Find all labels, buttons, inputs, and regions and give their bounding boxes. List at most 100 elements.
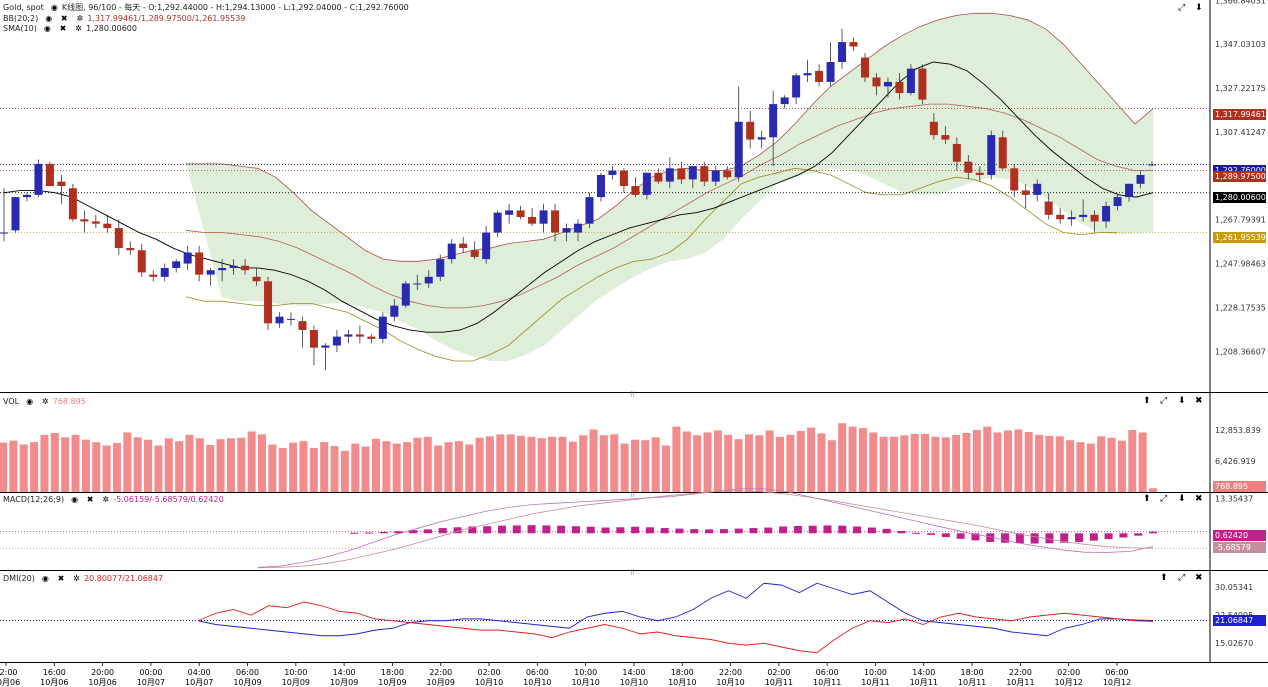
candle-body — [45, 163, 54, 187]
x-axis-date: 10月06 — [0, 678, 20, 687]
eye-icon[interactable]: ◉ — [71, 495, 79, 504]
volume-bar — [216, 439, 225, 492]
candle-body — [355, 334, 364, 337]
x-axis-time: 04:00 — [188, 668, 211, 677]
candle-body — [505, 210, 514, 215]
macd-histogram-bar — [956, 533, 965, 539]
candle-body — [91, 221, 100, 224]
candle-body — [723, 170, 732, 178]
dmi-legend: DMI(20) ◉ ✖ ✲ 20.80077/21.06847 — [3, 574, 163, 584]
candle-body — [700, 166, 709, 182]
eye-icon[interactable]: ◉ — [41, 574, 49, 583]
volume-bar — [1024, 431, 1033, 492]
gear-icon[interactable]: ✲ — [73, 574, 80, 583]
close-icon[interactable]: ✖ — [86, 495, 94, 504]
volume-bar — [889, 436, 898, 492]
macd-histogram-bar — [571, 526, 580, 534]
candle-body — [952, 143, 961, 162]
x-axis-date: 10月10 — [620, 678, 648, 687]
volume-bar — [434, 445, 443, 492]
close-icon[interactable]: ✖ — [59, 24, 67, 33]
macd-histogram-bar — [616, 527, 625, 534]
candle-body — [126, 248, 135, 251]
x-axis-time: 10:00 — [284, 668, 307, 677]
arrow-up-icon[interactable]: ⬆ — [1160, 573, 1168, 583]
candle-body — [114, 228, 123, 249]
sma-tag: 1,280.00600 — [1213, 192, 1266, 203]
gear-icon[interactable]: ✲ — [75, 24, 82, 33]
eye-icon[interactable]: ◉ — [26, 397, 34, 406]
drag-handle-icon: ⠿ — [630, 391, 635, 399]
close-icon[interactable]: ✖ — [1195, 494, 1203, 504]
candle-body — [769, 104, 778, 138]
candle-body — [309, 329, 318, 348]
macd-histogram-bar — [927, 533, 936, 535]
candle-body — [964, 161, 973, 173]
volume-bar — [827, 440, 836, 492]
close-icon[interactable]: ✖ — [1195, 573, 1203, 583]
maximize-icon[interactable]: ⤢ — [1160, 494, 1168, 504]
macd-histogram-bar — [350, 532, 358, 534]
eye-icon[interactable]: ◉ — [43, 24, 51, 33]
candle-body — [344, 334, 353, 337]
volume-bar — [154, 445, 163, 492]
maximize-icon[interactable]: ⤢ — [1178, 3, 1186, 13]
volume-bar — [921, 433, 930, 492]
volume-bar — [527, 436, 536, 492]
volume-bar — [50, 432, 59, 492]
price-axis-label: 1,366.84031 — [1215, 0, 1266, 5]
candle-body — [792, 75, 801, 98]
eye-icon[interactable]: ◉ — [50, 3, 58, 12]
candle-body — [665, 168, 674, 182]
gear-icon[interactable]: ✲ — [102, 495, 110, 504]
volume-bar — [931, 436, 940, 492]
candle-body — [677, 168, 686, 180]
volume-bar — [910, 433, 919, 492]
candle-body — [826, 62, 835, 82]
price-axis-label: 1,327.22175 — [1215, 84, 1266, 93]
candle-body — [424, 276, 433, 284]
candle-body — [57, 181, 66, 187]
macd-histogram-bar — [512, 525, 521, 534]
volume-bar — [382, 441, 391, 492]
macd-histogram-bar — [912, 532, 921, 534]
close-icon[interactable]: ✖ — [57, 574, 65, 583]
volume-bar — [123, 432, 132, 492]
eye-icon[interactable]: ◉ — [45, 14, 53, 23]
close-icon[interactable]: ✖ — [60, 14, 68, 23]
arrow-up-icon[interactable]: ⬆ — [1143, 494, 1151, 504]
candle-body — [987, 135, 996, 175]
bb-mid-line — [185, 103, 1153, 309]
gear-icon[interactable]: ✲ — [76, 14, 84, 23]
volume-bar — [278, 447, 287, 492]
macd-histogram-bar — [793, 525, 802, 534]
gear-icon[interactable]: ✲ — [41, 397, 49, 406]
maximize-icon[interactable]: ⤢ — [1160, 396, 1168, 406]
dmi-line-minus — [197, 601, 1154, 654]
candle-body — [137, 250, 146, 273]
candle-body — [160, 267, 169, 277]
arrow-down-icon[interactable]: ⬇ — [1178, 396, 1186, 406]
macd-histogram-bar — [557, 525, 566, 534]
arrow-down-icon[interactable]: ⬇ — [1195, 3, 1203, 13]
volume-bar — [848, 426, 857, 492]
close-icon[interactable]: ✖ — [1195, 396, 1203, 406]
x-axis-time: 02:00 — [478, 668, 501, 677]
arrow-down-icon[interactable]: ⬇ — [1178, 494, 1186, 504]
volume-bar — [537, 438, 546, 492]
maximize-icon[interactable]: ⤢ — [1178, 573, 1186, 583]
candle-body — [218, 267, 227, 271]
volume-bar — [454, 441, 463, 492]
volume-bar — [858, 428, 867, 492]
volume-bar — [371, 438, 380, 492]
arrow-up-icon[interactable]: ⬆ — [1143, 396, 1151, 406]
volume-bar — [1138, 432, 1147, 492]
volume-bar — [1097, 436, 1106, 492]
macd-histogram-bar — [660, 528, 669, 534]
macd-histogram-bar — [379, 532, 388, 534]
macd-histogram-bar — [1045, 533, 1054, 544]
candle-body — [746, 121, 755, 140]
x-axis-time: 14:00 — [622, 668, 645, 677]
candle-body — [734, 121, 743, 178]
macd-legend: MACD(12;26;9) ◉ ✖ ✲ -5.06159/-5.68579/0.… — [3, 495, 224, 505]
